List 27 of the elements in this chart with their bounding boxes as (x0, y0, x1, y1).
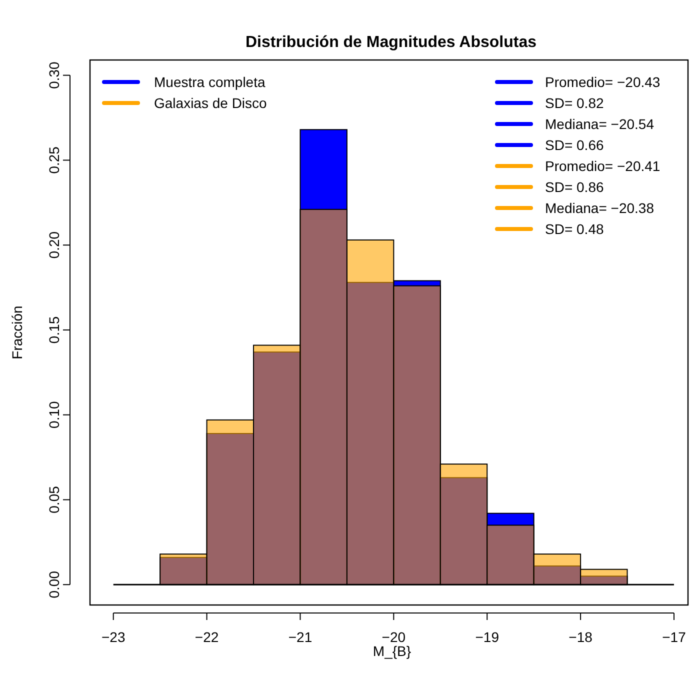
y-tick-label: 0.00 (46, 570, 62, 598)
annotation: Mediana= −20.38 (545, 200, 654, 216)
y-tick-label: 0.05 (46, 486, 62, 514)
annotation: SD= 0.48 (545, 221, 604, 237)
x-tick-label: −19 (475, 629, 500, 645)
annotation: SD= 0.82 (545, 95, 604, 111)
annotation: SD= 0.86 (545, 179, 604, 195)
x-tick-label: −20 (382, 629, 406, 645)
y-axis-title: Fracción (9, 306, 25, 360)
annotation: Mediana= −20.54 (545, 116, 654, 132)
x-tick-label: −18 (568, 629, 593, 645)
annotation: SD= 0.66 (545, 137, 604, 153)
legend-label: Muestra completa (154, 74, 266, 90)
x-tick-label: −21 (288, 629, 312, 645)
y-tick-label: 0.15 (46, 316, 62, 344)
y-tick-label: 0.10 (46, 401, 62, 428)
annotation: Promedio= −20.43 (545, 74, 660, 90)
chart-title: Distribución de Magnitudes Absolutas (246, 34, 537, 51)
x-tick-label: −22 (194, 629, 219, 645)
annotation: Promedio= −20.41 (545, 158, 660, 174)
x-tick-label: −17 (662, 629, 686, 645)
x-axis-title: M_{B} (372, 643, 412, 659)
legend-label: Galaxias de Disco (154, 95, 268, 111)
y-tick-label: 0.25 (46, 146, 62, 174)
y-tick-label: 0.20 (46, 231, 62, 259)
y-tick-label: 0.30 (46, 61, 62, 89)
x-tick-label: −23 (101, 629, 126, 645)
